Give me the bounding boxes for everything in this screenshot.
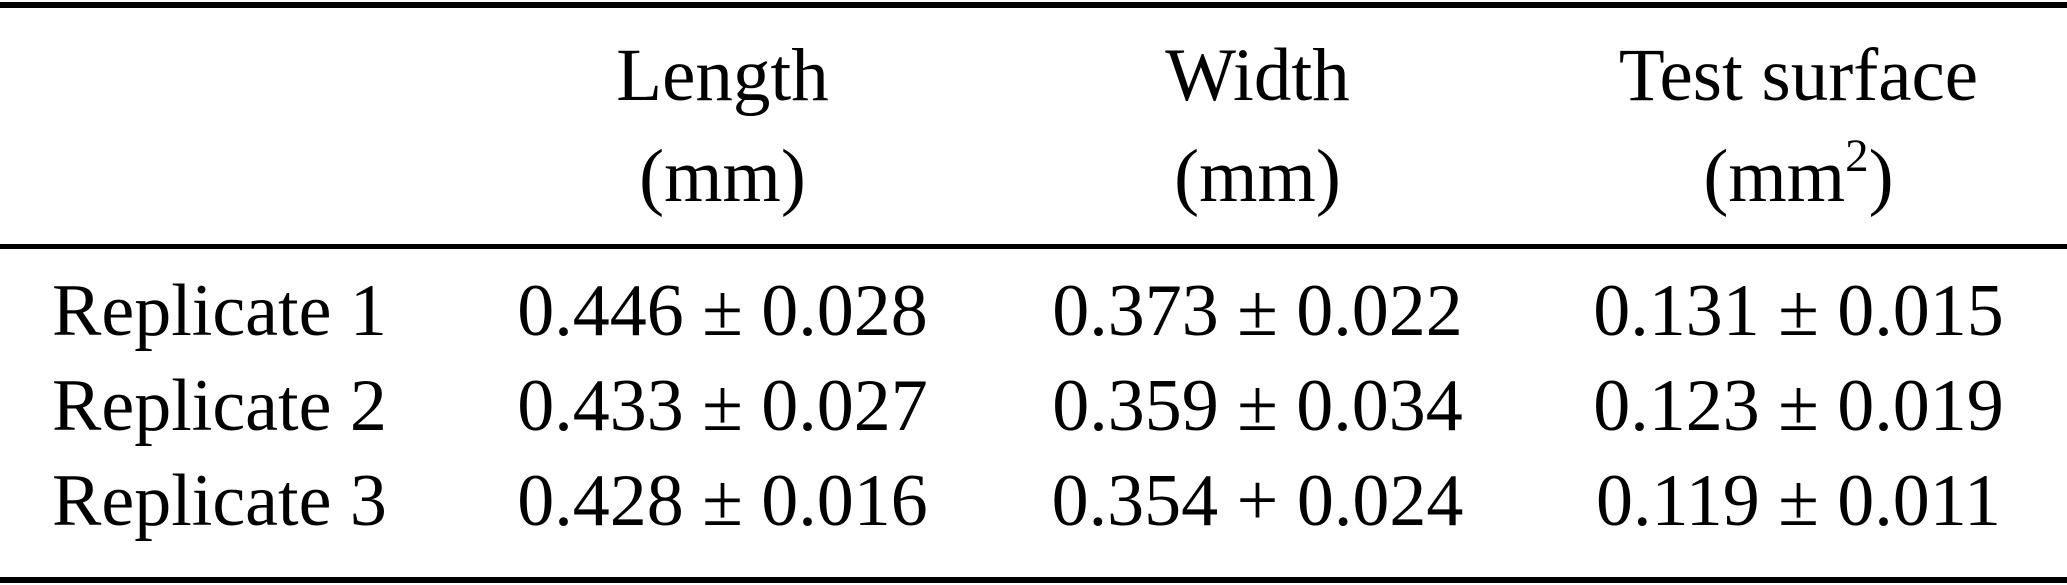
header-test-surface-label: Test surface	[1618, 34, 1979, 117]
table-body: Replicate 1 0.446 ± 0.028 0.373 ± 0.022 …	[0, 249, 2067, 577]
width-value: 0.359 ± 0.034	[1052, 365, 1463, 447]
unit-post: )	[1868, 135, 1894, 218]
unit-superscript: 2	[1845, 130, 1869, 182]
header-length-label: Length	[616, 34, 829, 117]
width-value: 0.373 ± 0.022	[1052, 270, 1463, 352]
header-length: Length (mm)	[460, 25, 985, 227]
table-header-rule	[0, 244, 2067, 249]
table-header-row: Length (mm) Width (mm) Test surface (mm2…	[0, 8, 2067, 244]
test-surface-value: 0.131 ± 0.015	[1593, 270, 2004, 352]
header-test-surface-unit: (mm2)	[1530, 126, 2067, 227]
header-width-label: Width	[1165, 34, 1350, 117]
header-length-unit: (mm)	[639, 135, 806, 218]
length-value: 0.428 ± 0.016	[517, 460, 928, 542]
unit-pre: (mm	[1703, 135, 1846, 218]
length-value: 0.446 ± 0.028	[517, 270, 928, 352]
table-top-rule	[0, 2, 2067, 8]
row-label: Replicate 1	[52, 270, 387, 352]
table-row-replicate-3: Replicate 3 0.428 ± 0.016 0.354 + 0.024 …	[0, 454, 2067, 549]
header-width: Width (mm)	[985, 25, 1530, 227]
header-empty-cell	[0, 25, 460, 227]
row-label: Replicate 3	[52, 460, 387, 542]
row-label: Replicate 2	[52, 365, 387, 447]
test-surface-value: 0.123 ± 0.019	[1593, 365, 2004, 447]
table-row-replicate-2: Replicate 2 0.433 ± 0.027 0.359 ± 0.034 …	[0, 359, 2067, 454]
test-surface-value: 0.119 ± 0.011	[1595, 460, 2002, 542]
table-row-replicate-1: Replicate 1 0.446 ± 0.028 0.373 ± 0.022 …	[0, 264, 2067, 359]
header-width-unit: (mm)	[1174, 135, 1341, 218]
table-bottom-rule	[0, 577, 2067, 583]
width-value: 0.354 + 0.024	[1051, 460, 1464, 542]
length-value: 0.433 ± 0.027	[517, 365, 928, 447]
header-test-surface: Test surface (mm2)	[1530, 25, 2067, 227]
